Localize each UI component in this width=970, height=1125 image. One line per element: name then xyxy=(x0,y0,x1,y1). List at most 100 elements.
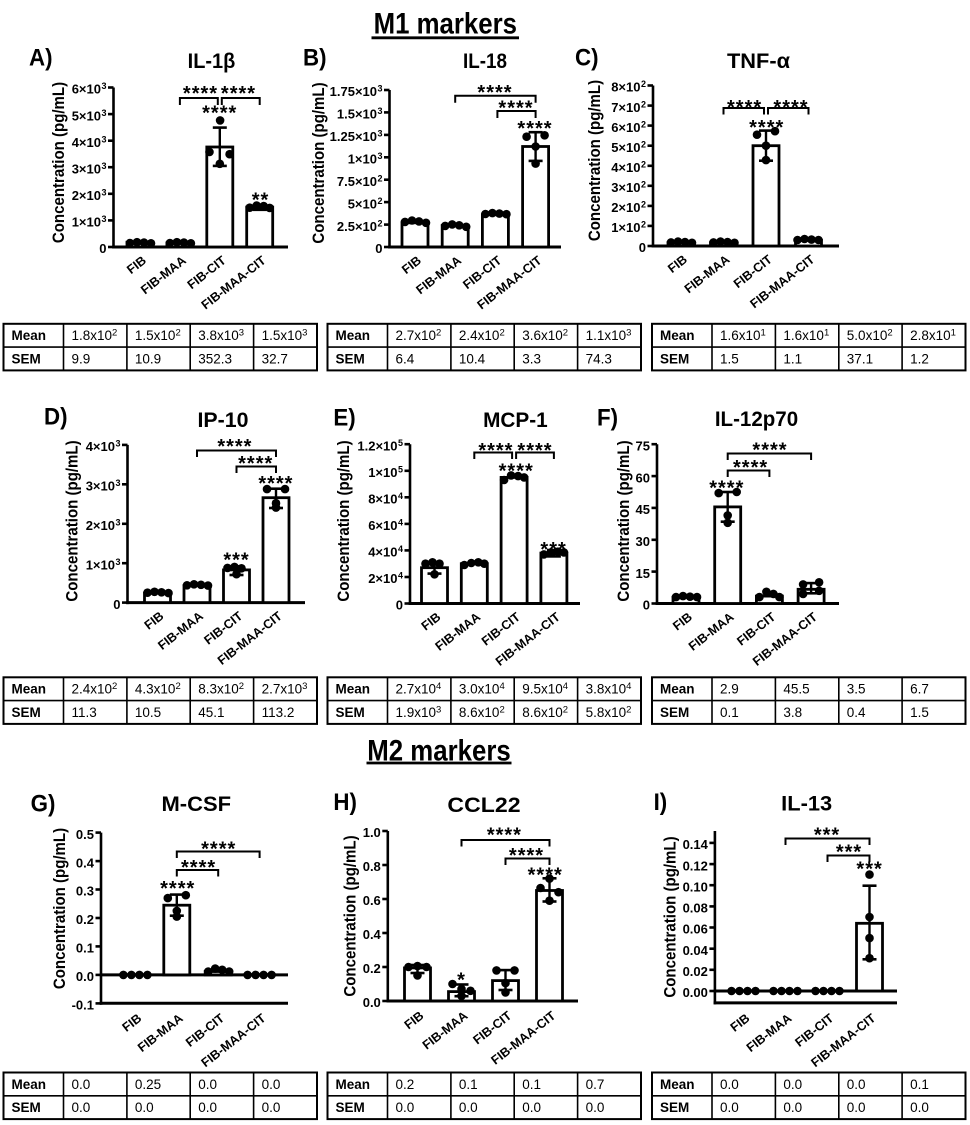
svg-text:2.7x103: 2.7x103 xyxy=(262,681,308,697)
svg-text:2: 2 xyxy=(641,159,646,169)
svg-text:IL-1β: IL-1β xyxy=(188,49,236,73)
svg-text:0.04: 0.04 xyxy=(683,943,709,958)
svg-text:-0.1: -0.1 xyxy=(72,998,94,1013)
svg-text:Mean: Mean xyxy=(660,1077,695,1092)
svg-text:5×10: 5×10 xyxy=(348,196,377,211)
svg-text:7×10: 7×10 xyxy=(611,100,640,115)
svg-text:0.0: 0.0 xyxy=(72,1077,91,1092)
svg-text:0.0: 0.0 xyxy=(910,1100,929,1115)
svg-text:74.3: 74.3 xyxy=(586,351,612,366)
svg-text:****: **** xyxy=(498,97,533,119)
svg-text:1×10: 1×10 xyxy=(86,557,115,572)
svg-text:0.1: 0.1 xyxy=(76,941,94,956)
svg-text:0: 0 xyxy=(375,241,382,256)
svg-text:37.1: 37.1 xyxy=(847,351,873,366)
svg-text:1×10: 1×10 xyxy=(72,215,101,230)
svg-text:3: 3 xyxy=(116,478,121,488)
svg-text:0.4: 0.4 xyxy=(76,855,95,870)
svg-text:6×10: 6×10 xyxy=(368,518,397,533)
svg-text:2×10: 2×10 xyxy=(368,571,397,586)
svg-text:3.3: 3.3 xyxy=(522,351,541,366)
svg-text:3: 3 xyxy=(378,84,383,94)
svg-text:2: 2 xyxy=(378,173,383,183)
svg-text:0.0: 0.0 xyxy=(135,1100,154,1115)
svg-text:MCP-1: MCP-1 xyxy=(483,408,548,432)
svg-text:1.25×10: 1.25×10 xyxy=(330,129,377,144)
svg-text:4×10: 4×10 xyxy=(611,160,640,175)
svg-text:6.7: 6.7 xyxy=(910,682,929,697)
svg-text:0.0: 0.0 xyxy=(262,1077,281,1092)
svg-text:CCL22: CCL22 xyxy=(447,793,520,817)
svg-text:5: 5 xyxy=(398,464,403,474)
svg-text:0.08: 0.08 xyxy=(683,901,708,916)
svg-text:0.0: 0.0 xyxy=(847,1100,866,1115)
svg-text:3×10: 3×10 xyxy=(86,479,115,494)
svg-text:1.9x103: 1.9x103 xyxy=(396,704,442,720)
svg-text:9.9: 9.9 xyxy=(72,351,91,366)
svg-text:Mean: Mean xyxy=(660,682,695,697)
svg-text:0: 0 xyxy=(113,597,120,612)
svg-text:3.8: 3.8 xyxy=(783,705,802,720)
svg-text:3: 3 xyxy=(116,439,121,449)
svg-text:Concentration (pg/mL): Concentration (pg/mL) xyxy=(334,440,353,601)
svg-text:***: *** xyxy=(223,550,249,572)
svg-text:3.0x104: 3.0x104 xyxy=(459,681,505,697)
svg-text:1×10: 1×10 xyxy=(368,465,397,480)
svg-text:****: **** xyxy=(528,865,563,887)
svg-text:0.1: 0.1 xyxy=(720,705,739,720)
svg-text:Concentration (pg/mL): Concentration (pg/mL) xyxy=(49,82,68,243)
svg-text:6×10: 6×10 xyxy=(72,82,101,97)
svg-text:0.2: 0.2 xyxy=(76,912,94,927)
svg-text:M-CSF: M-CSF xyxy=(162,792,232,816)
svg-text:IL-12p70: IL-12p70 xyxy=(715,407,798,431)
svg-text:3: 3 xyxy=(102,134,107,144)
svg-text:Concentration (pg/mL): Concentration (pg/mL) xyxy=(50,828,69,989)
svg-text:3: 3 xyxy=(102,188,107,198)
svg-text:3×10: 3×10 xyxy=(611,180,640,195)
svg-text:1.1x103: 1.1x103 xyxy=(586,328,632,344)
svg-text:0.02: 0.02 xyxy=(683,964,708,979)
svg-text:2: 2 xyxy=(641,99,646,109)
svg-text:3: 3 xyxy=(378,106,383,116)
svg-text:0.7: 0.7 xyxy=(586,1077,605,1092)
svg-text:****: **** xyxy=(217,436,252,458)
svg-text:8.6x102: 8.6x102 xyxy=(522,704,568,720)
svg-text:5.0x102: 5.0x102 xyxy=(847,328,893,344)
svg-text:****: **** xyxy=(478,440,513,462)
svg-text:0.0: 0.0 xyxy=(783,1077,802,1092)
svg-text:****: **** xyxy=(517,118,552,140)
svg-text:****: **** xyxy=(487,825,522,847)
svg-text:2.8x101: 2.8x101 xyxy=(910,328,956,344)
svg-text:0.6: 0.6 xyxy=(363,893,381,908)
svg-text:45.1: 45.1 xyxy=(198,705,224,720)
svg-text:0.0: 0.0 xyxy=(198,1077,217,1092)
svg-text:****: **** xyxy=(752,440,787,462)
svg-text:2: 2 xyxy=(641,119,646,129)
svg-text:0.0: 0.0 xyxy=(847,1077,866,1092)
svg-text:SEM: SEM xyxy=(336,351,365,366)
svg-text:***: *** xyxy=(856,859,882,881)
svg-text:2×10: 2×10 xyxy=(72,188,101,203)
svg-text:7.5×10: 7.5×10 xyxy=(337,174,377,189)
svg-text:SEM: SEM xyxy=(12,351,41,366)
svg-text:30: 30 xyxy=(636,534,650,549)
svg-text:****: **** xyxy=(727,97,762,119)
svg-text:1.5×10: 1.5×10 xyxy=(337,107,377,122)
svg-text:SEM: SEM xyxy=(660,1100,689,1115)
svg-text:3: 3 xyxy=(116,557,121,567)
svg-text:1.75×10: 1.75×10 xyxy=(330,84,377,99)
svg-text:3: 3 xyxy=(102,81,107,91)
svg-text:2: 2 xyxy=(641,139,646,149)
svg-text:****: **** xyxy=(499,461,534,483)
svg-text:3.5: 3.5 xyxy=(847,682,866,697)
svg-text:4×10: 4×10 xyxy=(368,545,397,560)
svg-text:3.8x104: 3.8x104 xyxy=(586,681,632,697)
svg-text:****: **** xyxy=(773,97,808,119)
svg-text:0.0: 0.0 xyxy=(262,1100,281,1115)
svg-text:***: *** xyxy=(836,842,862,864)
svg-text:4×10: 4×10 xyxy=(86,439,115,454)
svg-text:8.3x102: 8.3x102 xyxy=(198,681,244,697)
svg-text:4.3x102: 4.3x102 xyxy=(135,681,181,697)
svg-text:0.0: 0.0 xyxy=(586,1100,605,1115)
svg-text:45: 45 xyxy=(636,502,650,517)
